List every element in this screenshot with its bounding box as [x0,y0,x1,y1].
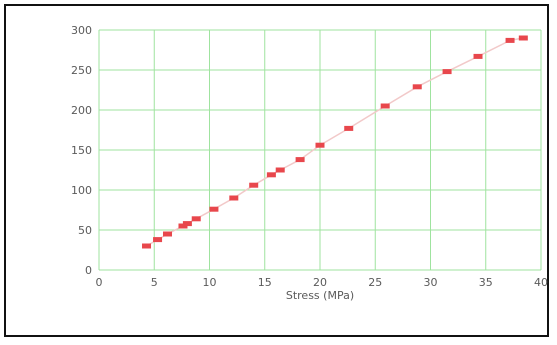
y-tick-label: 300 [71,24,92,37]
data-point [182,221,192,227]
x-tick-label: 20 [313,276,327,289]
x-tick-label: 25 [368,276,382,289]
x-tick-label: 15 [258,276,272,289]
data-point [412,84,422,90]
x-tick-label: 5 [151,276,158,289]
data-point [191,216,201,222]
data-point [505,37,515,43]
y-tick-label: 150 [71,144,92,157]
data-point [266,172,276,178]
data-point [163,231,173,237]
chart-frame: 0 5 10 15 20 25 30 35 40 0 50 100 150 200 250 300 Stress… [4,4,549,337]
x-tick-label: 40 [534,276,548,289]
data-point [249,182,259,188]
trend-line [146,37,524,247]
y-tick-label: 200 [71,104,92,117]
data-point [344,125,354,131]
data-point [275,167,285,173]
x-tick-label: 10 [203,276,217,289]
data-point [380,103,390,109]
data-point [142,243,152,249]
y-tick-label: 50 [78,224,92,237]
scatter-chart: 0 5 10 15 20 25 30 35 40 0 50 100 150 200 250 300 Stress… [71,24,548,302]
x-tick-label: 35 [479,276,493,289]
x-tick-label: 0 [96,276,103,289]
x-axis-title: Stress (MPa) [286,289,354,302]
data-point [442,69,452,75]
data-point [518,35,528,41]
data-point [473,53,483,59]
data-point [315,142,325,148]
data-point [229,195,239,201]
x-tick-label: 30 [424,276,438,289]
y-tick-label: 0 [85,264,92,277]
data-point [153,237,163,243]
y-tick-label: 100 [71,184,92,197]
y-tick-label: 250 [71,64,92,77]
data-point [295,157,305,163]
data-point [209,206,219,212]
